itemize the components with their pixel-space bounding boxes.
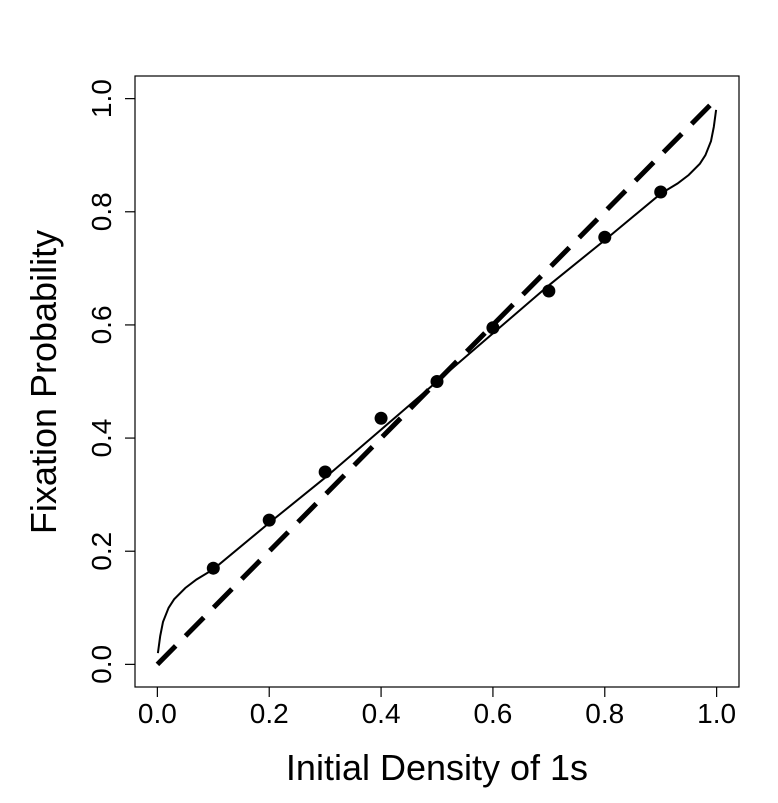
data-point [262,513,276,527]
y-tick-label: 0.0 [86,645,117,684]
y-axis-label: Fixation Probability [23,230,64,534]
y-tick-label: 0.6 [86,305,117,344]
plot-frame [134,75,740,688]
y-tick-label: 0.8 [86,192,117,231]
x-tick-label: 0.8 [585,698,624,729]
x-tick-label: 0.2 [250,698,289,729]
data-point [374,411,388,425]
x-axis-label: Initial Density of 1s [286,747,588,788]
y-tick-label: 0.4 [86,419,117,458]
fitted-curve-line [156,109,718,654]
y-tick-label: 0.2 [86,532,117,571]
x-tick-label: 0.0 [138,698,177,729]
x-tick-label: 0.6 [473,698,512,729]
plot-series [155,96,719,667]
x-axis: 0.0 0.2 0.4 0.6 0.8 1.0 [138,687,736,729]
y-axis: 0.0 0.2 0.4 0.6 0.8 1.0 [86,79,135,684]
x-tick-label: 0.4 [362,698,401,729]
diagonal-reference-line [155,96,719,667]
y-tick-label: 1.0 [86,79,117,118]
x-tick-label: 1.0 [697,698,736,729]
data-point [598,230,612,244]
